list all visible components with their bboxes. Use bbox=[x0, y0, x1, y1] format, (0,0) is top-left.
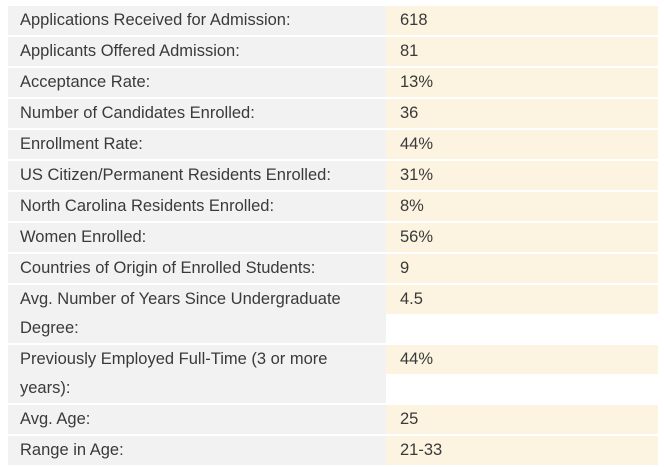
table-row: North Carolina Residents Enrolled: 8% bbox=[8, 192, 658, 221]
row-label: US Citizen/Permanent Residents Enrolled: bbox=[8, 161, 386, 190]
row-value: 44% bbox=[386, 345, 658, 403]
row-value: 13% bbox=[386, 68, 658, 97]
row-label: Applications Received for Admission: bbox=[8, 6, 386, 35]
row-label: Previously Employed Full-Time (3 or more… bbox=[8, 345, 386, 403]
row-label: Enrollment Rate: bbox=[8, 130, 386, 159]
table-row: Women Enrolled: 56% bbox=[8, 223, 658, 252]
table-row: Avg. Age: 25 bbox=[8, 405, 658, 434]
row-label: Applicants Offered Admission: bbox=[8, 37, 386, 66]
row-value: 618 bbox=[386, 6, 658, 35]
row-value: 56% bbox=[386, 223, 658, 252]
row-value: 36 bbox=[386, 99, 658, 128]
row-label: Number of Candidates Enrolled: bbox=[8, 99, 386, 128]
table-row: Number of Candidates Enrolled: 36 bbox=[8, 99, 658, 128]
row-label: Acceptance Rate: bbox=[8, 68, 386, 97]
table-row: Countries of Origin of Enrolled Students… bbox=[8, 254, 658, 283]
row-label: North Carolina Residents Enrolled: bbox=[8, 192, 386, 221]
table-row: Applicants Offered Admission: 81 bbox=[8, 37, 658, 66]
row-value: 31% bbox=[386, 161, 658, 190]
table-row: Previously Employed Full-Time (3 or more… bbox=[8, 345, 658, 403]
row-value: 9 bbox=[386, 254, 658, 283]
row-value: 81 bbox=[386, 37, 658, 66]
row-label: Countries of Origin of Enrolled Students… bbox=[8, 254, 386, 283]
row-label: Women Enrolled: bbox=[8, 223, 386, 252]
table-row: Avg. Number of Years Since Undergraduate… bbox=[8, 285, 658, 343]
row-value: 25 bbox=[386, 405, 658, 434]
table-row: Enrollment Rate: 44% bbox=[8, 130, 658, 159]
row-value: 4.5 bbox=[386, 285, 658, 343]
row-value: 44% bbox=[386, 130, 658, 159]
row-label: Avg. Age: bbox=[8, 405, 386, 434]
row-label: Range in Age: bbox=[8, 436, 386, 465]
table-row: US Citizen/Permanent Residents Enrolled:… bbox=[8, 161, 658, 190]
table-row: Range in Age: 21-33 bbox=[8, 436, 658, 465]
row-value: 8% bbox=[386, 192, 658, 221]
row-label: Avg. Number of Years Since Undergraduate… bbox=[8, 285, 386, 343]
table-row: Applications Received for Admission: 618 bbox=[8, 6, 658, 35]
row-value: 21-33 bbox=[386, 436, 658, 465]
table-row: Acceptance Rate: 13% bbox=[8, 68, 658, 97]
admissions-stats-table: Applications Received for Admission: 618… bbox=[8, 4, 658, 467]
